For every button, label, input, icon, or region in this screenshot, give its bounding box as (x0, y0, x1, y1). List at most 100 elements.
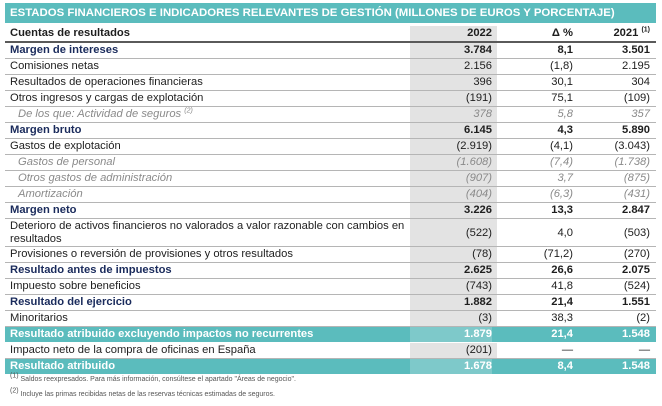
row-label: Amortización (18, 188, 83, 200)
value-delta: (6,3) (549, 188, 573, 200)
value-2021: 2.075 (622, 264, 650, 276)
footnote-ref-1: (1) (641, 26, 650, 34)
table-row: De los que: Actividad de seguros (2) 378… (5, 107, 656, 123)
value-delta: 8,4 (557, 360, 573, 372)
year-2022-column-shade (410, 26, 497, 368)
table-row: Margen neto 3.226 13,3 2.847 (5, 203, 656, 219)
value-2021: 357 (631, 108, 650, 120)
value-2021: (1.738) (614, 156, 650, 168)
value-2022: (78) (472, 248, 492, 260)
table-row: Comisiones netas 2.156 (1,8) 2.195 (5, 59, 656, 75)
row-label: Impuesto sobre beneficios (10, 280, 141, 292)
value-2021: 1.548 (622, 360, 650, 372)
value-2022: (2.919) (456, 140, 492, 152)
row-label: Impacto neto de la compra de oficinas en… (10, 344, 256, 356)
table-row: Otros gastos de administración (907) 3,7… (5, 171, 656, 187)
table-row: Impuesto sobre beneficios (743) 41,8 (52… (5, 279, 656, 295)
value-delta: 8,1 (557, 44, 573, 56)
value-2022: 3.784 (464, 44, 492, 56)
footnote-1: (1) Saldos reexpresados. Para más inform… (10, 372, 296, 383)
value-2021: (270) (623, 248, 650, 260)
value-2022: (522) (465, 227, 492, 239)
value-2021: (2) (636, 312, 650, 324)
value-2022: (191) (465, 92, 492, 104)
table-row: Minoritarios (3) 38,3 (2) (5, 311, 656, 327)
value-delta: 5,8 (557, 108, 573, 120)
row-label: De los que: Actividad de seguros (2) (18, 107, 193, 120)
value-delta: 3,7 (557, 172, 573, 184)
row-label: Resultado del ejercicio (10, 296, 132, 308)
value-2021: (524) (623, 280, 650, 292)
row-label: Gastos de explotación (10, 140, 121, 152)
income-statement-table: Cuentas de resultados 2022 Δ % 2021 (1) … (5, 26, 656, 375)
value-2022: (201) (465, 344, 492, 356)
value-2022: 396 (473, 76, 492, 88)
value-2021: (431) (623, 188, 650, 200)
table-title: ESTADOS FINANCIEROS E INDICADORES RELEVA… (5, 3, 656, 23)
value-2021: (3.043) (614, 140, 650, 152)
footnote-2: (2) Incluye las primas recibidas netas d… (10, 387, 275, 398)
row-label: Resultado antes de impuestos (10, 264, 172, 276)
value-delta: (7,4) (549, 156, 573, 168)
footnotes: (1) Saldos reexpresados. Para más inform… (10, 372, 650, 402)
row-label: Gastos de personal (18, 156, 116, 168)
row-label: Comisiones netas (10, 60, 99, 72)
value-2022: (743) (465, 280, 492, 292)
header-delta: Δ % (551, 27, 573, 39)
value-delta: 21,4 (551, 296, 573, 308)
row-label: Deterioro de activos financieros no valo… (10, 220, 405, 245)
row-label: Resultado atribuido excluyendo impactos … (10, 328, 314, 340)
value-2022: (3) (478, 312, 492, 324)
row-label: Otros gastos de administración (18, 172, 173, 184)
value-2021: 5.890 (622, 124, 650, 136)
row-label: Otros ingresos y cargas de explotación (10, 92, 204, 104)
table-row: Gastos de personal (1.608) (7,4) (1.738) (5, 155, 656, 171)
value-2021: — (638, 344, 650, 356)
value-delta: 26,6 (551, 264, 573, 276)
row-label: Resultado atribuido (10, 360, 116, 372)
table-row: Resultado del ejercicio 1.882 21,4 1.551 (5, 295, 656, 311)
table-header: Cuentas de resultados 2022 Δ % 2021 (1) (5, 26, 656, 43)
header-label: Cuentas de resultados (10, 27, 130, 39)
row-label: Margen de intereses (10, 44, 119, 56)
value-delta: (4,1) (549, 140, 573, 152)
footnote-ref-2: (2) (184, 107, 193, 115)
table-row: Amortización (404) (6,3) (431) (5, 187, 656, 203)
header-2021: 2021 (1) (613, 26, 650, 39)
value-2021: 3.501 (622, 44, 650, 56)
value-delta: 30,1 (551, 76, 573, 88)
value-2022: (404) (465, 188, 492, 200)
value-2022: 1.882 (464, 296, 492, 308)
value-2022: 1.678 (410, 359, 492, 374)
table-row: Margen de intereses 3.784 8,1 3.501 (5, 43, 656, 59)
value-2021: 2.847 (622, 204, 650, 216)
value-2022: 3.226 (464, 204, 492, 216)
row-label: Margen bruto (10, 124, 82, 136)
table-row: Impacto neto de la compra de oficinas en… (5, 343, 656, 359)
value-2022: 2.625 (464, 264, 492, 276)
value-2022: 1.879 (410, 327, 492, 342)
value-2021: 1.551 (622, 296, 650, 308)
table-row-highlight: Resultado atribuido excluyendo impactos … (5, 327, 656, 343)
table-row: Deterioro de activos financieros no valo… (5, 219, 656, 247)
row-label: Minoritarios (10, 312, 68, 324)
value-2022: 6.145 (464, 124, 492, 136)
value-delta: 75,1 (551, 92, 573, 104)
table-row: Resultado antes de impuestos 2.625 26,6 … (5, 263, 656, 279)
value-2022: 2.156 (464, 60, 492, 72)
value-delta: (71,2) (543, 248, 573, 260)
value-delta: (1,8) (549, 60, 573, 72)
value-2021: 1.548 (622, 328, 650, 340)
value-2022: (1.608) (456, 156, 492, 168)
table-row: Otros ingresos y cargas de explotación (… (5, 91, 656, 107)
row-label: Provisiones o reversión de provisiones y… (10, 248, 293, 260)
table-row: Provisiones o reversión de provisiones y… (5, 247, 656, 263)
value-delta: 4,3 (557, 124, 573, 136)
row-label: Margen neto (10, 204, 77, 216)
table-row: Resultados de operaciones financieras 39… (5, 75, 656, 91)
value-delta: 21,4 (551, 328, 573, 340)
value-delta: — (561, 344, 573, 356)
value-2021: (109) (623, 92, 650, 104)
value-delta: 4,0 (557, 227, 573, 239)
header-2022: 2022 (467, 27, 492, 39)
